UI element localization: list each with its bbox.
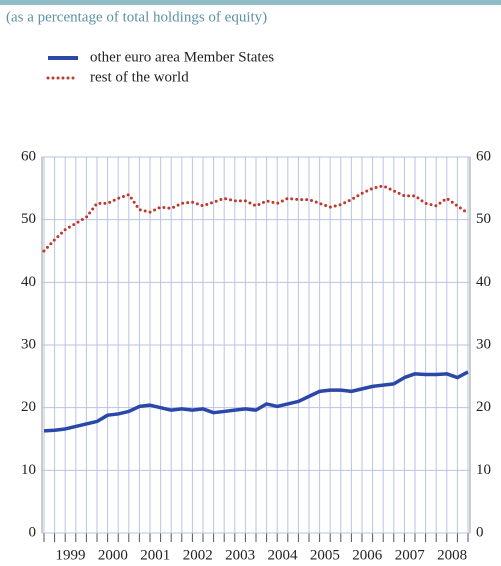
y-tick-label-right: 40 xyxy=(476,274,491,290)
x-tick-label: 2001 xyxy=(140,547,170,563)
x-tick-label: 2000 xyxy=(98,547,128,563)
y-tick-label: 10 xyxy=(21,462,36,478)
x-tick-label: 1999 xyxy=(56,547,86,563)
y-tick-label-right: 20 xyxy=(476,399,491,415)
series-line xyxy=(42,184,470,253)
legend-label: rest of the world xyxy=(90,69,189,85)
series-line xyxy=(43,370,469,433)
x-tick-label: 2002 xyxy=(183,547,213,563)
x-tick-label: 2004 xyxy=(268,547,299,563)
y-tick-label-right: 10 xyxy=(476,462,491,478)
y-tick-label-right: 30 xyxy=(476,336,491,352)
x-tick-label: 2006 xyxy=(352,547,383,563)
y-tick-label-right: 0 xyxy=(476,524,484,540)
y-tick-label: 50 xyxy=(21,211,36,227)
x-tick-label: 2008 xyxy=(437,547,467,563)
y-tick-label-right: 60 xyxy=(476,148,491,164)
x-tick-label: 2007 xyxy=(395,547,426,563)
y-tick-label: 40 xyxy=(21,274,36,290)
y-tick-label-right: 50 xyxy=(476,211,491,227)
y-tick-label: 0 xyxy=(29,524,37,540)
x-tick-label: 2003 xyxy=(225,547,255,563)
y-tick-label: 60 xyxy=(21,148,36,164)
legend-label: other euro area Member States xyxy=(90,49,274,65)
top-bar xyxy=(0,0,501,5)
chart-subtitle: (as a percentage of total holdings of eq… xyxy=(6,9,267,25)
y-tick-label: 20 xyxy=(21,399,36,415)
y-tick-label: 30 xyxy=(21,336,36,352)
x-tick-label: 2005 xyxy=(310,547,340,563)
